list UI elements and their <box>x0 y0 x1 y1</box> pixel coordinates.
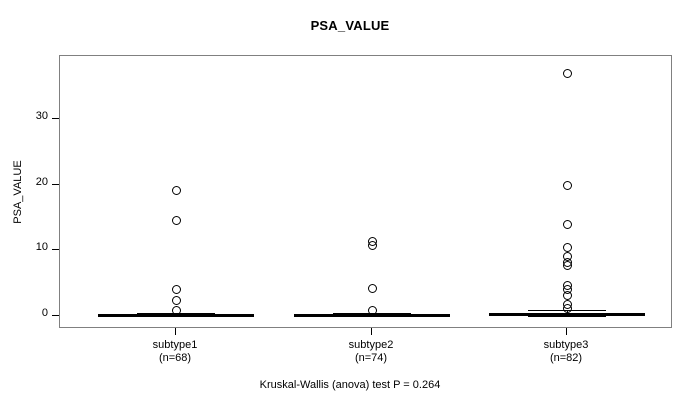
plot-area <box>59 55 672 328</box>
outlier-point <box>171 296 181 306</box>
x-tick-label-count: (n=82) <box>549 352 583 364</box>
y-tick-label: 10 <box>35 241 48 254</box>
y-tick-mark <box>52 315 59 316</box>
chart-title: PSA_VALUE <box>310 18 390 33</box>
outlier-point <box>367 305 377 315</box>
y-tick-label: 30 <box>35 110 48 122</box>
chart-annotation: Kruskal-Wallis (anova) test P = 0.264 <box>259 379 441 391</box>
outlier-point <box>562 180 572 190</box>
outlier-point <box>171 186 181 196</box>
outlier-point <box>562 291 572 301</box>
y-axis-label: PSA_VALUE <box>12 160 24 224</box>
x-tick-label-name: subtype1 <box>152 339 198 351</box>
outlier-point <box>562 219 572 229</box>
outlier-point <box>171 305 181 315</box>
y-tick-mark <box>52 249 59 251</box>
median-line <box>489 312 645 316</box>
outlier-point <box>562 242 572 252</box>
y-tick-label: 0 <box>41 307 48 319</box>
outlier-point <box>367 283 377 293</box>
y-tick-mark <box>52 183 59 185</box>
outlier-point <box>562 260 572 270</box>
x-tick-label-name: subtype3 <box>543 339 589 351</box>
outlier-point <box>171 285 181 295</box>
median-line <box>98 314 254 318</box>
y-tick-label: 20 <box>35 175 48 188</box>
x-tick-mark <box>566 328 567 335</box>
y-tick-mark <box>52 118 59 119</box>
x-axis-category-label: subtype3 (n=82) <box>486 339 646 365</box>
x-tick-label-count: (n=68) <box>158 352 192 364</box>
x-axis-category-label: subtype2 (n=74) <box>291 339 451 365</box>
x-tick-label-name: subtype2 <box>348 339 394 351</box>
outlier-point <box>562 304 572 314</box>
median-line <box>294 314 450 318</box>
x-tick-mark <box>175 328 176 335</box>
x-tick-label-count: (n=74) <box>354 352 388 364</box>
outlier-point <box>367 240 377 250</box>
x-tick-mark <box>371 328 372 335</box>
x-axis-category-label: subtype1 (n=68) <box>95 339 255 365</box>
outlier-point <box>562 68 572 78</box>
whisker-cap <box>528 316 606 317</box>
outlier-point <box>171 215 181 225</box>
